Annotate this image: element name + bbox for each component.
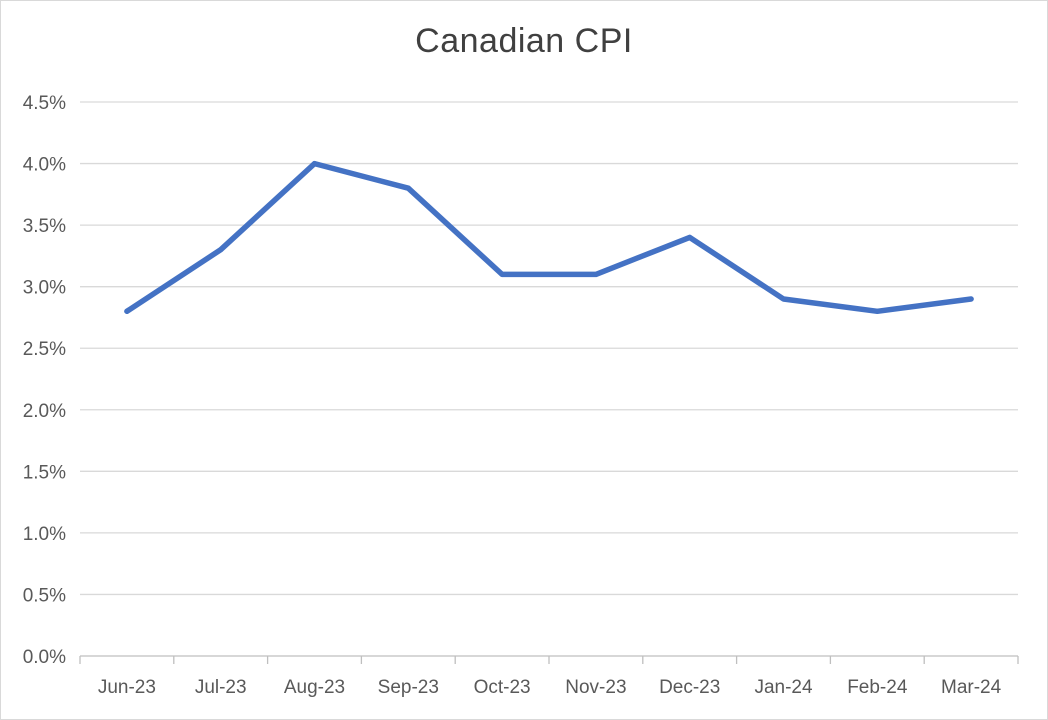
x-axis: [79, 655, 1019, 664]
data-point-Oct-23: [499, 271, 505, 277]
x-tick-label: Dec-23: [659, 677, 720, 698]
x-tick-label: Sep-23: [378, 677, 439, 698]
data-point-Jun-23: [124, 308, 130, 314]
y-tick-label: 1.0%: [23, 524, 66, 545]
y-tick-label: 0.0%: [23, 647, 66, 668]
data-point-Jan-24: [781, 296, 786, 302]
x-tick-label: Nov-23: [565, 677, 626, 698]
series-lines: [124, 160, 974, 315]
gridlines: [80, 101, 1018, 596]
data-point-Dec-23: [687, 234, 693, 240]
data-point-Nov-23: [593, 271, 599, 277]
x-tick-label: Oct-23: [474, 677, 531, 698]
x-tick-labels: Jun-23 Jul-23 Aug-23 Sep-23 Oct-23 Nov-23 Dec-…: [98, 677, 1002, 698]
data-point-Jul-23: [218, 247, 224, 253]
y-tick-label: 3.5%: [23, 216, 66, 237]
x-tick-label: Jan-24: [754, 677, 813, 698]
y-tick-label: 4.0%: [23, 155, 66, 176]
data-point-Sep-23: [405, 185, 411, 191]
chart-title: Canadian CPI: [415, 22, 633, 60]
x-tick-label: Mar-24: [941, 677, 1002, 698]
x-tick-label: Aug-23: [284, 677, 345, 698]
y-tick-label: 4.5%: [23, 93, 66, 114]
y-tick-label: 2.0%: [23, 401, 66, 422]
y-tick-labels: 0.0% 0.5% 1.0% 1.5% 2.0% 2.5% 3.0% 3.5% 4.0% 4.5%: [23, 93, 66, 668]
data-point-Feb-24: [874, 308, 880, 314]
y-tick-label: 1.5%: [23, 462, 66, 483]
y-tick-label: 0.5%: [23, 585, 66, 606]
x-tick-label: Feb-24: [847, 677, 908, 698]
y-tick-label: 3.0%: [23, 278, 66, 299]
x-tick-label: Jun-23: [98, 677, 156, 698]
x-tick-label: Jul-23: [195, 677, 247, 698]
series-line-0: [124, 160, 974, 315]
data-point-Aug-23: [312, 161, 317, 167]
data-point-Mar-24: [968, 296, 974, 302]
y-tick-label: 2.5%: [23, 339, 66, 360]
